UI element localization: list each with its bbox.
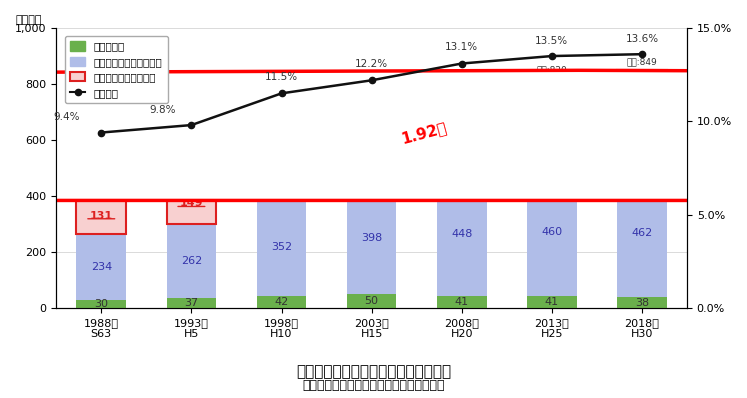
Text: 262: 262 [181, 256, 202, 266]
Bar [347, 183, 397, 294]
Text: 462: 462 [631, 228, 653, 238]
Text: 37: 37 [185, 298, 199, 308]
Text: 42: 42 [274, 297, 288, 307]
Bar [347, 294, 397, 308]
Bar [527, 79, 577, 168]
Bar [167, 298, 216, 308]
Text: 349: 349 [630, 114, 654, 124]
Text: 合計:820: 合計:820 [536, 66, 567, 74]
Text: 149: 149 [179, 198, 203, 209]
Text: 13.1%: 13.1% [445, 42, 478, 52]
Bar [76, 234, 126, 300]
Bar [617, 168, 667, 297]
Text: 9.4%: 9.4% [54, 112, 80, 122]
Bar [257, 296, 306, 308]
Polygon shape [0, 70, 747, 201]
Text: 合計:849: 合計:849 [627, 57, 657, 66]
Text: 398: 398 [361, 233, 382, 243]
Bar [76, 300, 126, 308]
Text: 9.8%: 9.8% [149, 105, 176, 115]
Bar [437, 96, 486, 171]
Text: 50: 50 [365, 296, 379, 306]
Text: 268: 268 [450, 129, 474, 139]
Bar [76, 197, 126, 234]
Bar [257, 147, 306, 198]
Bar [527, 297, 577, 308]
Text: 41: 41 [545, 297, 559, 307]
Bar [167, 183, 216, 224]
Text: 318: 318 [540, 118, 563, 128]
Text: 234: 234 [90, 262, 112, 272]
Text: 図　空き家の種類別の空き家数の推移: 図 空き家の種類別の空き家数の推移 [296, 365, 451, 380]
Bar [347, 123, 397, 183]
Bar [167, 224, 216, 298]
Text: （万戸）: （万戸） [15, 15, 42, 25]
Bar [527, 168, 577, 297]
Text: 13.5%: 13.5% [536, 36, 568, 46]
Text: 12.2%: 12.2% [355, 59, 388, 69]
Text: 30: 30 [94, 299, 108, 309]
Bar [617, 70, 667, 168]
Text: 131: 131 [90, 211, 113, 221]
Text: 合計:448: 合計:448 [176, 169, 207, 178]
Text: 38: 38 [635, 298, 649, 308]
Text: 352: 352 [271, 242, 292, 252]
Text: 182: 182 [270, 167, 293, 177]
Bar [437, 171, 486, 297]
Text: 11.5%: 11.5% [265, 72, 298, 82]
Text: 合計:659: 合計:659 [356, 110, 387, 119]
Bar [437, 297, 486, 308]
Text: 合計:394: 合計:394 [86, 184, 117, 193]
Bar [257, 198, 306, 296]
Text: 合計:757: 合計:757 [446, 83, 477, 92]
Text: 212: 212 [360, 148, 383, 158]
Text: 41: 41 [455, 297, 469, 307]
Text: 1.92倍: 1.92倍 [399, 119, 448, 146]
Text: （出典）：住宅・土地統計調査（総務省）: （出典）：住宅・土地統計調査（総務省） [303, 379, 444, 392]
Text: 13.6%: 13.6% [625, 34, 659, 44]
Text: 合計:576: 合計:576 [266, 133, 297, 142]
Legend: 二次的住宅, 貳貸用又は売却用の住宅, 使用目的のない空き家, 空き家率: 二次的住宅, 貳貸用又は売却用の住宅, 使用目的のない空き家, 空き家率 [64, 36, 168, 103]
Bar [617, 297, 667, 308]
Text: 460: 460 [542, 227, 562, 237]
Text: 448: 448 [451, 229, 472, 239]
